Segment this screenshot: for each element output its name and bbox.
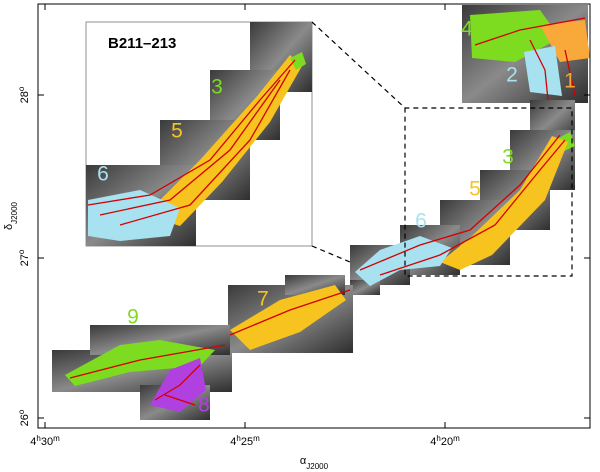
region-label: 8 <box>198 394 210 417</box>
y-tick-label: 28o <box>17 86 32 103</box>
text-part: h <box>36 434 40 443</box>
text-part: 28 <box>19 91 31 103</box>
x-axis-label: αJ2000 <box>300 455 329 471</box>
text-part: 27 <box>19 254 31 266</box>
text-part: o <box>17 249 26 254</box>
inset: B211–213 <box>85 21 313 247</box>
frame <box>37 3 591 429</box>
text-part: J2000 <box>10 201 19 223</box>
x-tick-label: 4h30m <box>30 434 60 449</box>
region-label: 6 <box>97 163 109 186</box>
text-part: 26 <box>19 414 31 426</box>
region-label: 6 <box>415 210 427 233</box>
region-label: 3 <box>502 146 514 169</box>
text-part: m <box>253 434 260 443</box>
text-part: o <box>17 86 26 91</box>
text-part: δ <box>3 224 15 230</box>
text-part: 30 <box>41 436 53 448</box>
text-part: o <box>17 409 26 414</box>
region-label: 7 <box>257 288 269 311</box>
region-label: 5 <box>171 120 183 143</box>
region-label: 5 <box>469 178 481 201</box>
text-part: 4 <box>430 436 436 448</box>
zoom-lines <box>311 21 573 277</box>
y-axis-label: δJ2000 <box>3 201 19 229</box>
y-tick-label: 26o <box>17 409 32 426</box>
filaments <box>69 17 586 406</box>
text-part: α <box>300 455 307 467</box>
text-part: J2000 <box>306 462 328 471</box>
region-label: 3 <box>211 76 223 99</box>
text-part: 20 <box>441 436 453 448</box>
text-part: h <box>436 434 440 443</box>
region-label: 9 <box>127 306 139 329</box>
inset-title: B211–213 <box>108 35 176 52</box>
text-part: m <box>453 434 460 443</box>
y-tick-label: 27o <box>17 249 32 266</box>
region-label: 1 <box>564 70 576 93</box>
region-label: 2 <box>506 64 518 87</box>
region-label: 4 <box>461 18 473 41</box>
x-tick-label: 4h20m <box>430 434 460 449</box>
text-part: 4 <box>230 436 236 448</box>
text-part: 25 <box>241 436 253 448</box>
text-part: 4 <box>30 436 36 448</box>
x-tick-label: 4h25m <box>230 434 260 449</box>
text-part: m <box>53 434 60 443</box>
text-part: h <box>236 434 240 443</box>
